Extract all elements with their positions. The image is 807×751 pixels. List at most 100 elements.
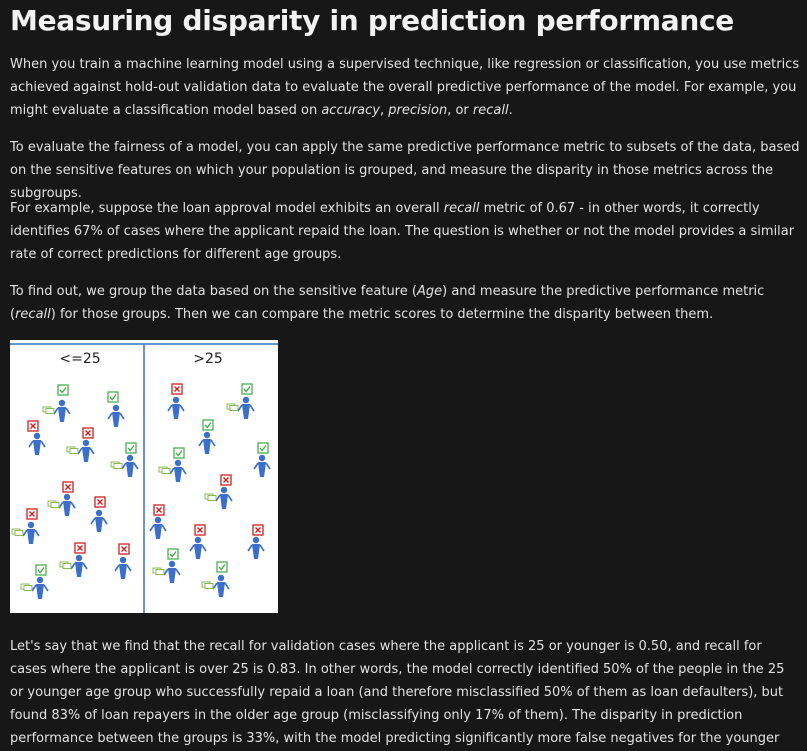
person-body: [258, 462, 266, 477]
check-icon: [167, 548, 179, 560]
person-icon: [247, 536, 265, 559]
applicant-figure: [66, 427, 95, 462]
cross-icon: [94, 496, 106, 508]
applicant-figure: [20, 564, 49, 599]
person-arm: [65, 407, 71, 415]
money-icon: [47, 500, 60, 508]
person-arm: [28, 440, 34, 448]
person-arm: [34, 529, 40, 537]
check-icon: [173, 447, 185, 459]
person-icon: [163, 560, 181, 583]
person-body: [194, 544, 202, 559]
person-arm: [119, 412, 125, 420]
person-head: [203, 431, 211, 439]
person-head: [27, 521, 35, 529]
money-icon: [201, 581, 214, 589]
paragraph-text: ) and measure the predictive performance…: [10, 284, 765, 322]
cross-icon: [62, 481, 74, 493]
person-icon: [90, 509, 108, 532]
person-arm: [249, 404, 255, 412]
check-icon: [241, 383, 253, 395]
cross-icon: [220, 474, 232, 486]
right-group-label: >25: [193, 351, 223, 367]
person-body: [33, 440, 41, 455]
paragraph-text: ) for those groups. Then we can compare …: [50, 307, 714, 322]
person-head: [95, 509, 103, 517]
person-head: [220, 486, 228, 494]
person-icon: [121, 454, 139, 477]
person-arm: [167, 404, 173, 412]
person-arm: [161, 524, 167, 532]
applicant-figure: [247, 524, 265, 559]
cross-icon: [82, 427, 94, 439]
term-recall: recall: [15, 307, 51, 322]
applicant-figure: [152, 548, 181, 583]
applicant-figure: [27, 420, 46, 455]
applicant-figure: [204, 474, 233, 509]
person-arm: [43, 584, 49, 592]
person-icon: [77, 439, 95, 462]
applicant-figure: [253, 442, 271, 477]
applicant-figure: [226, 383, 255, 419]
money-icon: [20, 583, 33, 591]
person-icon: [28, 432, 46, 455]
money-icon: [158, 466, 171, 474]
person-body: [174, 467, 182, 482]
person-icon: [167, 396, 185, 419]
person-arm: [212, 582, 218, 590]
person-head: [242, 396, 250, 404]
person-arm: [133, 462, 139, 470]
person-icon: [53, 399, 71, 422]
cross-icon: [194, 524, 206, 536]
person-head: [126, 454, 134, 462]
applicant-figure: [167, 383, 185, 419]
check-icon: [125, 442, 137, 454]
cross-icon: [252, 524, 264, 536]
term-accuracy: accuracy: [321, 103, 380, 118]
person-arm: [90, 517, 96, 525]
check-icon: [107, 391, 119, 403]
person-arm: [70, 562, 76, 570]
check-icon: [35, 564, 47, 576]
person-arm: [163, 568, 169, 576]
person-arm: [58, 501, 64, 509]
person-arm: [82, 562, 88, 570]
person-arm: [179, 404, 185, 412]
paragraph-example: For example, suppose the loan approval m…: [10, 197, 800, 266]
person-body: [82, 447, 90, 462]
money-icon: [226, 403, 239, 411]
paragraph-text: For example, suppose the loan approval m…: [10, 201, 444, 216]
person-arm: [31, 584, 37, 592]
person-arm: [201, 544, 207, 552]
paragraph-metrics-intro: When you train a machine learning model …: [10, 53, 800, 122]
person-arm: [259, 544, 265, 552]
check-icon: [202, 419, 214, 431]
person-body: [36, 584, 44, 599]
money-icon: [204, 493, 217, 501]
paragraph-grouping: To find out, we group the data based on …: [10, 280, 800, 326]
age-group-diagram: <=25 >25: [10, 340, 278, 613]
money-icon: [42, 406, 55, 414]
person-icon: [189, 536, 207, 559]
person-arm: [169, 467, 175, 475]
paragraph-text: When you train a machine learning model …: [10, 57, 800, 118]
person-body: [63, 501, 71, 516]
person-arm: [149, 524, 155, 532]
paragraph-text: To find out, we group the data based on …: [10, 284, 417, 299]
person-body: [217, 582, 225, 597]
money-icon: [59, 561, 72, 569]
money-icon: [110, 461, 123, 469]
term-recall: recall: [472, 103, 509, 118]
person-head: [82, 439, 90, 447]
applicant-figure: [59, 542, 88, 577]
person-icon: [237, 396, 255, 419]
person-head: [252, 536, 260, 544]
person-head: [168, 560, 176, 568]
separator: ,: [379, 103, 389, 118]
person-head: [119, 556, 127, 564]
person-icon: [253, 454, 271, 477]
person-icon: [58, 493, 76, 516]
applicant-figure: [110, 442, 139, 477]
person-head: [63, 493, 71, 501]
